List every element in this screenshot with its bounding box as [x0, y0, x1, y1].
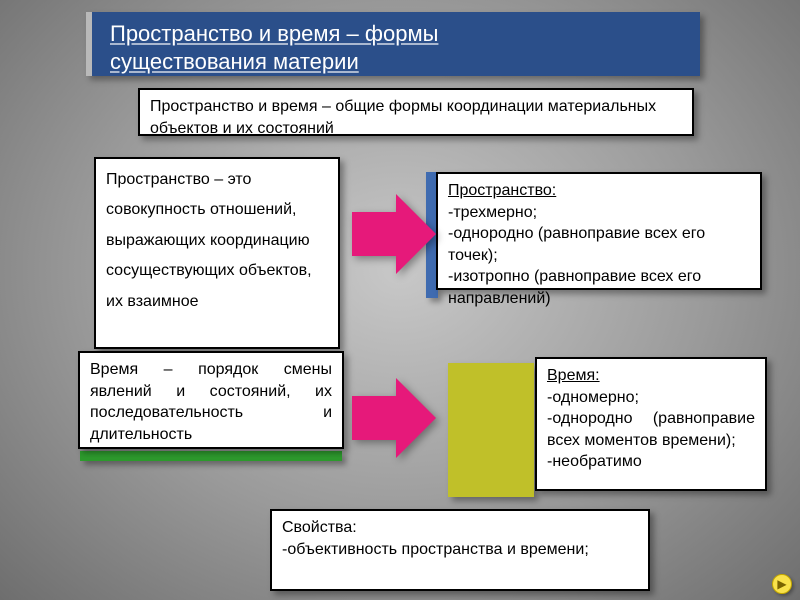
- arrow-top: [352, 194, 436, 274]
- space-props-item-1: -трехмерно;: [448, 204, 537, 221]
- time-props-item-2: -однородно (равноправие всех моментов вр…: [547, 410, 755, 449]
- time-props-heading: Время:: [547, 367, 600, 384]
- next-slide-button[interactable]: ▶: [772, 574, 792, 594]
- time-definition: Время – порядок смены явлений и состояни…: [78, 351, 344, 449]
- props-line-1: Свойства:: [282, 519, 357, 536]
- space-props-heading: Пространство:: [448, 182, 556, 199]
- title-line1: Пространство и время – формы: [110, 21, 438, 46]
- space-properties: Пространство: -трехмерно; -однородно (ра…: [436, 172, 762, 290]
- time-definition-text: Время – порядок смены явлений и состояни…: [90, 361, 332, 443]
- time-props-item-1: -одномерно;: [547, 389, 639, 406]
- title-line2: существования материи: [110, 49, 359, 74]
- intro-definition: Пространство и время – общие формы коорд…: [138, 88, 694, 136]
- space-props-item-2: -однородно (равноправие всех его точек);: [448, 225, 705, 264]
- intro-text: Пространство и время – общие формы коорд…: [150, 98, 656, 137]
- green-accent: [80, 451, 342, 461]
- space-definition: Пространство – это совокупность отношени…: [94, 157, 340, 349]
- space-props-item-3: -изотропно (равноправие всех его направл…: [448, 268, 701, 307]
- time-props-item-3: -необратимо: [547, 453, 642, 470]
- slide-title: Пространство и время – формы существован…: [86, 12, 700, 76]
- general-properties: Свойства: -объективность пространства и …: [270, 509, 650, 591]
- space-definition-text: Пространство – это совокупность отношени…: [106, 171, 312, 310]
- props-line-2: -объективность пространства и времени;: [282, 541, 589, 558]
- olive-accent: [448, 363, 534, 497]
- arrow-bottom: [352, 378, 436, 458]
- time-properties: Время: -одномерно; -однородно (равноправ…: [535, 357, 767, 491]
- chevron-right-icon: ▶: [777, 577, 786, 591]
